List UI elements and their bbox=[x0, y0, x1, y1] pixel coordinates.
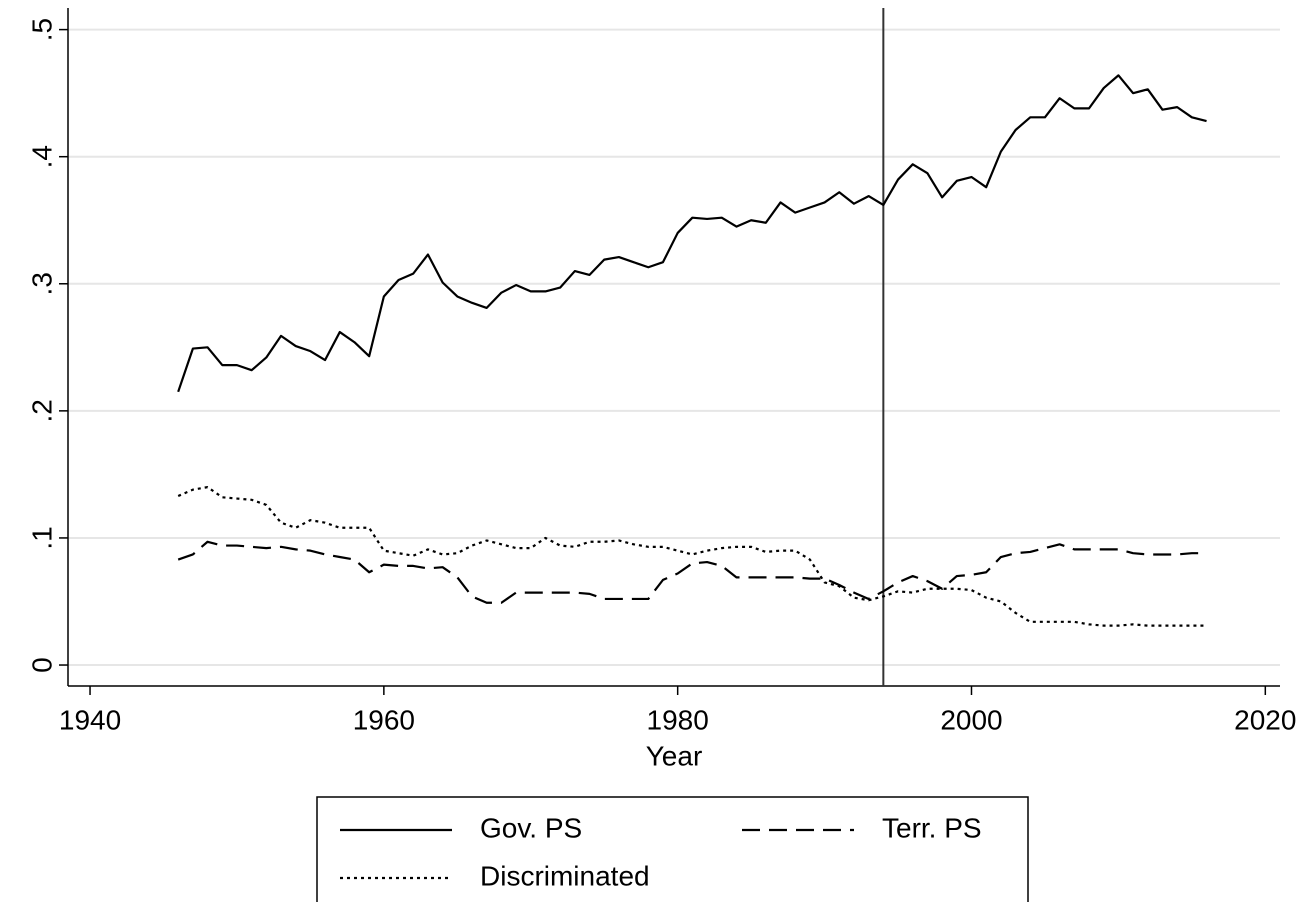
legend-box bbox=[316, 796, 1029, 902]
y-tick-label: .1 bbox=[26, 526, 57, 549]
legend-label: Gov. PS bbox=[480, 812, 582, 843]
series-line bbox=[177, 540, 1207, 604]
x-tick-label: 2020 bbox=[1234, 704, 1296, 735]
x-tick-label: 2000 bbox=[940, 704, 1002, 735]
y-tick-label: 0 bbox=[26, 657, 57, 673]
x-tick-label: 1940 bbox=[59, 704, 121, 735]
x-tick-label: 1980 bbox=[647, 704, 709, 735]
y-tick-label: .4 bbox=[26, 145, 57, 168]
y-tick-label: .5 bbox=[26, 18, 57, 41]
legend-label: Terr. PS bbox=[882, 812, 982, 843]
series-line bbox=[177, 74, 1207, 393]
y-tick-label: .3 bbox=[26, 272, 57, 295]
series-line bbox=[177, 486, 1207, 627]
x-tick-label: 1960 bbox=[353, 704, 415, 735]
y-tick-label: .2 bbox=[26, 399, 57, 422]
legend-label: Discriminated bbox=[480, 860, 650, 891]
x-axis-label: Year bbox=[646, 740, 703, 771]
